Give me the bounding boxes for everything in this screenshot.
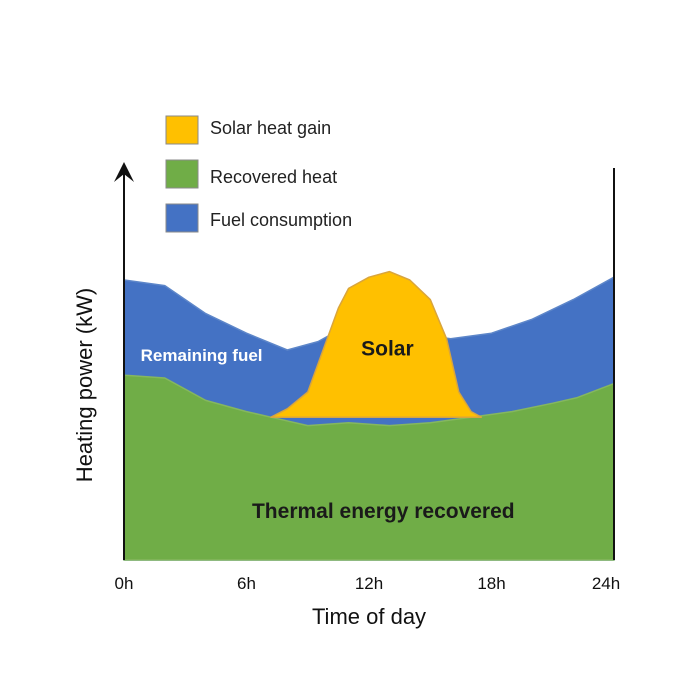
legend-label-recovered-heat: Recovered heat xyxy=(210,167,337,187)
legend-label-fuel-consumption: Fuel consumption xyxy=(210,210,352,230)
legend-swatch-recovered-heat xyxy=(165,159,199,189)
area-layers xyxy=(123,270,615,561)
recovered-heat-area xyxy=(123,374,615,561)
chart-annotations: Remaining fuel Solar Thermal energy recove… xyxy=(141,338,515,523)
x-tick-0h: 0h xyxy=(115,574,134,593)
y-axis-label: Heating power (kW) xyxy=(72,288,97,482)
x-tick-24h: 24h xyxy=(592,574,620,593)
x-tick-18h: 18h xyxy=(477,574,505,593)
x-tick-labels: 0h 6h 12h 18h 24h xyxy=(115,574,621,593)
solar-heat-gain-area xyxy=(270,270,483,418)
annotation-remaining-fuel: Remaining fuel xyxy=(141,346,263,365)
x-axis-label: Time of day xyxy=(312,604,426,629)
legend: Solar heat gain Recovered heat Fuel consum… xyxy=(165,115,352,233)
annotation-solar: Solar xyxy=(361,338,414,361)
annotation-thermal-energy-recovered: Thermal energy recovered xyxy=(252,500,515,523)
x-tick-6h: 6h xyxy=(237,574,256,593)
legend-label-solar-heat-gain: Solar heat gain xyxy=(210,118,331,138)
legend-swatch-solar-heat-gain xyxy=(165,115,199,145)
legend-swatch-fuel-consumption xyxy=(165,203,199,233)
x-tick-12h: 12h xyxy=(355,574,383,593)
